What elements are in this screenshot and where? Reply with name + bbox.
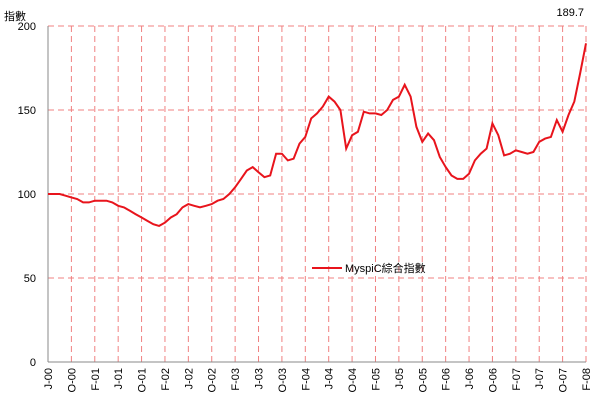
x-tick-label: F-06	[441, 368, 453, 391]
x-tick-label: O-05	[417, 368, 429, 392]
y-tick-label: 150	[18, 105, 36, 117]
x-tick-label: F-04	[300, 368, 312, 391]
series-line	[48, 43, 587, 227]
x-tick-label: F-05	[370, 368, 382, 391]
x-tick-label: O-07	[558, 368, 570, 392]
x-tick-label: J-02	[183, 368, 195, 389]
y-tick-label: 200	[18, 21, 36, 33]
y-tick-label: 100	[18, 189, 36, 201]
y-tick-label: 50	[24, 273, 36, 285]
x-tick-label: J-03	[254, 368, 266, 389]
x-tick-label: O-01	[137, 368, 149, 392]
x-tick-label: O-03	[277, 368, 289, 392]
x-tick-label: O-02	[207, 368, 219, 392]
x-tick-label: J-04	[324, 368, 336, 389]
x-tick-label: F-01	[90, 368, 102, 391]
x-tick-label: O-06	[487, 368, 499, 392]
x-tick-label: F-07	[511, 368, 523, 391]
x-tick-label: J-07	[534, 368, 546, 389]
x-tick-label: O-04	[347, 368, 359, 392]
x-tick-label: J-00	[43, 368, 55, 389]
x-tick-label: J-01	[113, 368, 125, 389]
x-tick-label: O-00	[66, 368, 78, 392]
x-tick-label: J-05	[394, 368, 406, 389]
x-tick-label: F-08	[581, 368, 593, 391]
data-label: 189.7	[556, 7, 584, 19]
x-tick-label: F-02	[160, 368, 172, 391]
legend-label: MyspiC綜合指數	[345, 261, 426, 275]
y-tick-label: 0	[30, 357, 36, 369]
x-tick-label: F-03	[230, 368, 242, 391]
y-axis-label: 指數	[4, 9, 26, 23]
x-tick-label: J-06	[464, 368, 476, 389]
